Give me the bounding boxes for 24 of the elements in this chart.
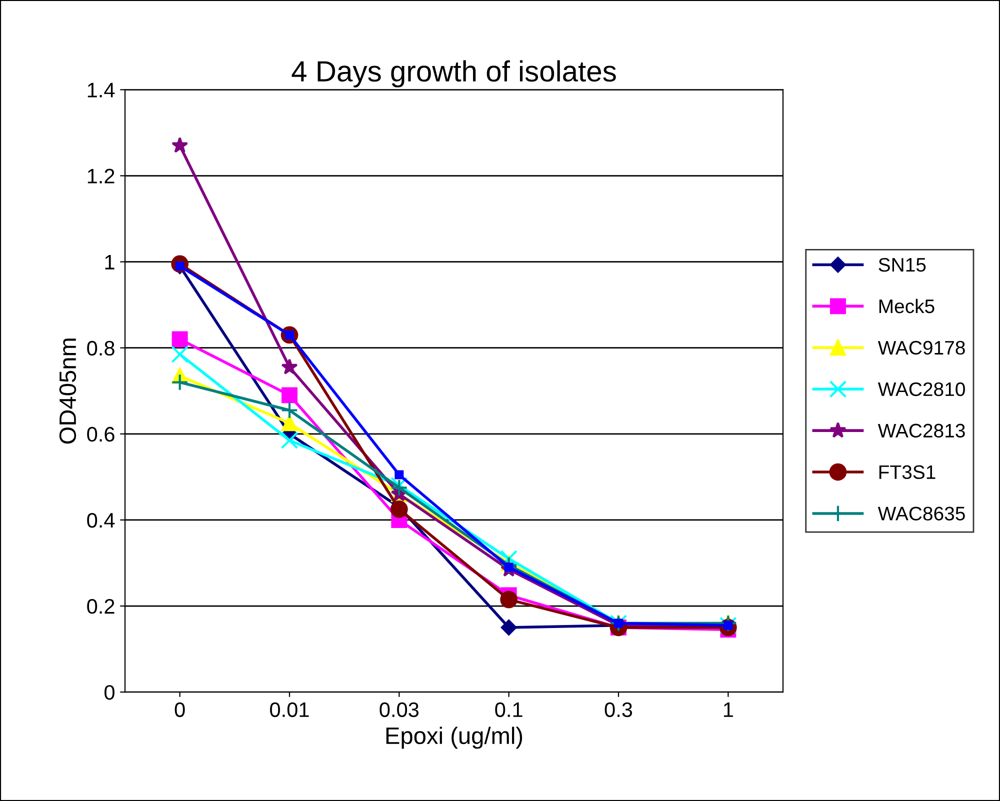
legend-label: WAC2810 bbox=[878, 382, 965, 396]
y-tick-label: 1.2 bbox=[88, 168, 114, 184]
x-tick-label: 0.1 bbox=[495, 702, 522, 718]
legend-label: WAC9178 bbox=[878, 340, 965, 355]
x-tick-label: 0.3 bbox=[604, 702, 632, 718]
y-tick-label: 1.4 bbox=[88, 82, 115, 98]
y-tick-label: 0.6 bbox=[87, 426, 114, 442]
x-tick-label: 0.03 bbox=[380, 702, 419, 718]
x-tick-label: 0.01 bbox=[270, 702, 309, 718]
y-tick-label: 1 bbox=[105, 255, 114, 270]
y-axis-title: OD405nm bbox=[59, 338, 76, 444]
legend-label: WAC8635 bbox=[878, 506, 965, 520]
x-axis-title: Epoxi (ug/ml) bbox=[386, 726, 522, 749]
chart-title: 4 Days growth of isolates bbox=[292, 60, 616, 88]
legend-label: SN15 bbox=[878, 258, 926, 272]
y-tick-label: 0.4 bbox=[87, 512, 115, 528]
y-tick-label: 0 bbox=[104, 685, 114, 700]
x-tick-label: 0 bbox=[174, 702, 185, 718]
y-tick-label: 0.2 bbox=[87, 599, 114, 614]
x-tick-label: 1 bbox=[724, 702, 733, 717]
legend-label: WAC2813 bbox=[878, 424, 965, 438]
y-tick-label: 0.8 bbox=[87, 340, 114, 356]
legend-label: Meck5 bbox=[879, 298, 934, 314]
legend-label: FT3S1 bbox=[879, 465, 936, 480]
